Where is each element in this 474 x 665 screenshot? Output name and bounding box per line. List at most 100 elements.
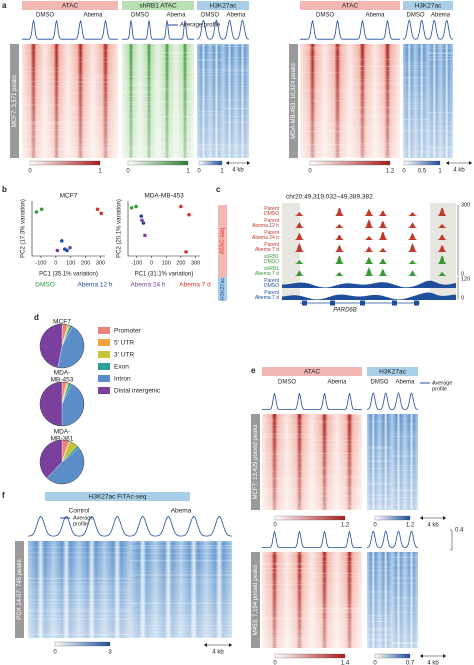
y-axis-label: PC2 (20.1% variation) bbox=[117, 199, 123, 258]
x-tick-label: 300 bbox=[191, 260, 200, 266]
x-tick-label: 0 bbox=[54, 260, 57, 266]
track-label: Parent bbox=[264, 242, 279, 248]
legend-swatch bbox=[98, 375, 110, 382]
x-axis-label: PC1 (31.1% variation) bbox=[135, 272, 194, 278]
assay-bar bbox=[218, 205, 227, 277]
header: shRB1 ATAC bbox=[139, 3, 177, 10]
legend-label: Average bbox=[432, 380, 452, 386]
heatmap-fade bbox=[22, 44, 68, 158]
heatmap-fade bbox=[130, 541, 232, 638]
coverage-track bbox=[282, 231, 456, 240]
point bbox=[134, 204, 138, 209]
condition: Abema bbox=[395, 380, 415, 386]
legend-label: Promoter bbox=[114, 328, 142, 335]
track-scale: 0 bbox=[461, 271, 464, 277]
average-profile bbox=[391, 530, 419, 549]
pie-outline bbox=[39, 439, 85, 485]
average-profile bbox=[129, 515, 233, 537]
pie-title: MB-361 bbox=[51, 436, 74, 443]
legend-swatch bbox=[98, 327, 110, 334]
track-label: Parent bbox=[264, 206, 279, 212]
legend-swatch bbox=[98, 387, 110, 394]
exon bbox=[330, 300, 335, 306]
heatmap-fade bbox=[312, 552, 362, 648]
header-bar bbox=[367, 367, 418, 376]
row-label: MDA-MB-453: 10,324 peaks bbox=[291, 63, 297, 139]
heatmap-fade bbox=[197, 44, 223, 158]
assay-label: ATAC-seq bbox=[220, 228, 226, 255]
row-label-bar bbox=[10, 44, 19, 158]
colorbar-label: 0 bbox=[28, 169, 32, 175]
row-label-bar bbox=[251, 414, 260, 510]
legend-label: Distal intergenic bbox=[114, 388, 161, 395]
point bbox=[34, 210, 39, 214]
colorbar bbox=[274, 515, 346, 521]
header: H3K27ac FiTAc-seq bbox=[89, 494, 147, 501]
region: chr20:49,319,032–49,389,382 bbox=[286, 194, 373, 201]
header: H3K27ac bbox=[379, 369, 406, 376]
header-bar bbox=[122, 1, 194, 10]
point bbox=[184, 250, 188, 254]
point bbox=[143, 233, 147, 238]
row-label: M453: 7,194 poised peaks bbox=[253, 565, 259, 635]
colorbar bbox=[198, 160, 223, 166]
header-bar bbox=[45, 492, 190, 501]
exon bbox=[414, 300, 419, 306]
colorbar-label: 1.4 bbox=[341, 661, 350, 665]
colorbar bbox=[403, 160, 441, 166]
scale-arrow bbox=[446, 161, 472, 165]
average-profile bbox=[222, 19, 250, 40]
panel-label: e bbox=[251, 366, 256, 375]
average-profile bbox=[27, 515, 131, 537]
row-label-bar bbox=[251, 552, 260, 648]
colorbar-label: 0.5 bbox=[418, 169, 427, 175]
gene-label: PARD6B bbox=[333, 308, 357, 314]
x-tick-label: -100 bbox=[35, 260, 46, 266]
heatmap-fade bbox=[28, 541, 130, 638]
colorbar-label: 0 bbox=[373, 661, 377, 665]
scale-label: 4 kb bbox=[212, 650, 224, 656]
colorbar-label: 0 bbox=[273, 661, 277, 665]
track-label: Abema 12 h bbox=[252, 223, 279, 229]
colorbar-label: 0 bbox=[308, 169, 312, 175]
average-profile bbox=[158, 20, 194, 40]
plot-title: MCF7 bbox=[60, 193, 78, 200]
track-label: Parent bbox=[264, 290, 279, 296]
legend-label: Average profile bbox=[180, 23, 221, 29]
colorbar-label: 1.2 bbox=[386, 169, 395, 175]
colorbar-label: 1 bbox=[438, 169, 442, 175]
heatmap-fade bbox=[428, 44, 453, 158]
condition: Abema bbox=[226, 13, 246, 19]
coverage-track bbox=[282, 207, 456, 216]
legend-label: profile bbox=[73, 521, 88, 527]
colorbar-label: 1.2 bbox=[341, 523, 350, 529]
point bbox=[39, 207, 44, 212]
header: ATAC bbox=[62, 3, 79, 10]
colorbar bbox=[127, 160, 189, 166]
track-label: Abema 7 d bbox=[255, 295, 279, 301]
coverage-track bbox=[282, 292, 456, 300]
legend-label: profile bbox=[432, 386, 447, 392]
condition: DMSO bbox=[201, 13, 219, 19]
legend-label: 5' UTR bbox=[114, 340, 134, 347]
colorbar bbox=[374, 515, 411, 521]
legend-label: Exon bbox=[114, 364, 129, 371]
header: ATAC bbox=[342, 3, 359, 10]
average-profile bbox=[312, 531, 362, 548]
heatmap-fade bbox=[122, 44, 158, 158]
x-tick-label: 200 bbox=[176, 260, 185, 266]
point bbox=[68, 245, 72, 250]
colorbar-label: 0 bbox=[197, 169, 201, 175]
condition: Abema bbox=[327, 380, 347, 386]
average-profile bbox=[391, 392, 419, 411]
average-profile bbox=[350, 20, 400, 40]
heatmap-fade bbox=[367, 414, 392, 510]
track-label: shRB1 bbox=[264, 266, 279, 272]
heatmap-fade bbox=[262, 414, 312, 510]
heatmap-fade bbox=[367, 552, 392, 648]
colorbar-label: 0 bbox=[402, 169, 406, 175]
condition: Abema bbox=[365, 13, 385, 19]
condition: DMSO bbox=[131, 13, 149, 19]
legend-label: Abema 12 h bbox=[77, 282, 112, 289]
